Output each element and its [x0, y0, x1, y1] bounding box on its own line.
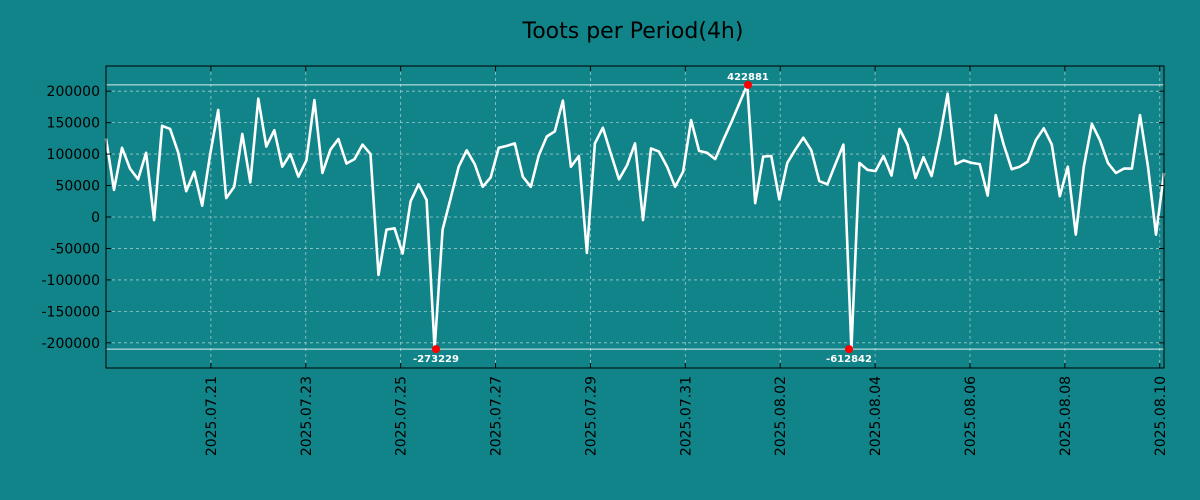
grid — [106, 66, 1164, 368]
x-tick-label: 2025.07.23 — [299, 376, 315, 456]
y-tick-label: 50000 — [55, 179, 100, 195]
x-tick-label: 2025.07.25 — [394, 376, 410, 456]
reference-lines — [106, 84, 1164, 350]
annotations: -273229 422881 -612842 — [413, 72, 872, 365]
x-tick-label: 2025.07.21 — [204, 376, 220, 456]
y-tick-label: 100000 — [47, 147, 100, 163]
x-tick-label: 2025.07.29 — [583, 376, 599, 456]
annotation-label: -612842 — [826, 354, 872, 365]
x-tick-label: 2025.08.02 — [773, 376, 789, 456]
y-tick-label: 150000 — [47, 116, 100, 132]
y-tick-label: -50000 — [50, 241, 100, 257]
extreme-marker — [845, 345, 853, 354]
extreme-marker — [744, 80, 752, 89]
y-tick-label: 0 — [91, 210, 100, 226]
annotation-label: -273229 — [413, 354, 459, 365]
y-tick-label: -150000 — [42, 304, 101, 320]
x-tick-label: 2025.08.06 — [963, 376, 979, 456]
series — [104, 83, 1166, 351]
x-tick-label: 2025.08.04 — [868, 376, 884, 456]
chart-title: Toots per Period(4h) — [522, 19, 744, 44]
x-tick-label: 2025.08.08 — [1058, 376, 1074, 456]
x-tick-label: 2025.07.27 — [489, 376, 505, 456]
x-axis: 2025.07.21 2025.07.23 2025.07.25 2025.07.27… — [204, 66, 1169, 456]
extreme-marker — [432, 345, 440, 354]
y-tick-label: -200000 — [42, 336, 101, 352]
markers — [432, 80, 853, 354]
x-tick-label: 2025.08.10 — [1153, 376, 1169, 456]
y-axis: 200000 150000 100000 50000 0 -50000 -100000 -15… — [42, 84, 1164, 352]
annotation-label: 422881 — [727, 72, 769, 83]
x-tick-label: 2025.07.31 — [678, 376, 694, 456]
y-tick-label: -100000 — [42, 273, 101, 289]
y-tick-label: 200000 — [47, 84, 100, 100]
series-line — [104, 83, 1166, 351]
